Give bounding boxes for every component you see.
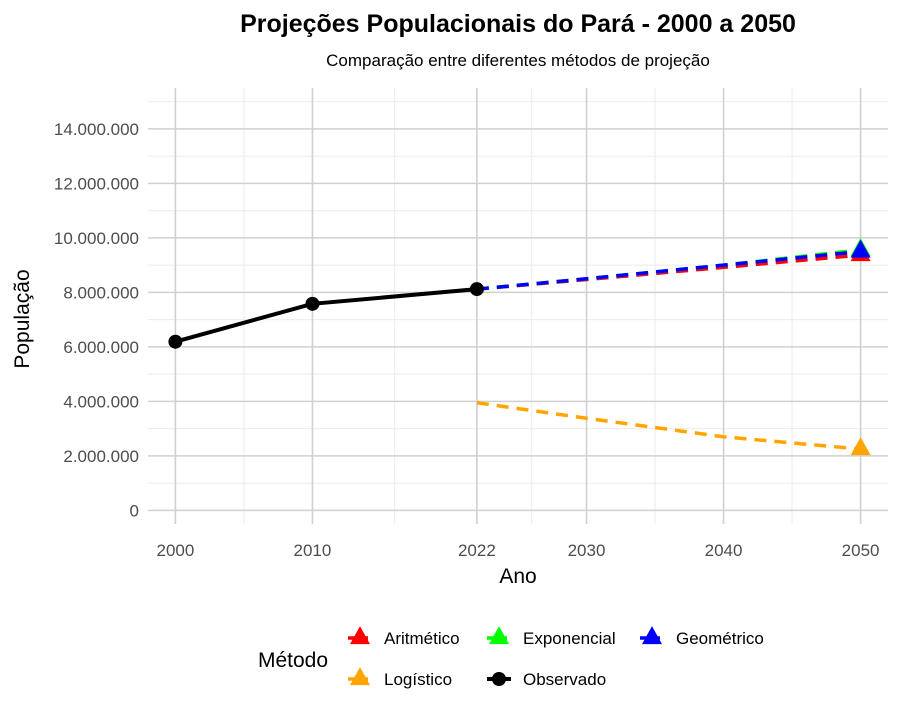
legend-key-marker bbox=[489, 626, 509, 645]
legend: Método Aritmético Exponencial Geométrico Lo… bbox=[258, 626, 764, 689]
x-tick-label: 2050 bbox=[842, 541, 880, 560]
legend-item-aritmético: Aritmético bbox=[348, 626, 460, 648]
legend-label: Exponencial bbox=[523, 629, 616, 648]
y-tick-label: 8.000.000 bbox=[63, 283, 139, 302]
x-tick-label: 2030 bbox=[568, 541, 606, 560]
chart-title: Projeções Populacionais do Pará - 2000 a… bbox=[240, 10, 796, 38]
y-axis-title: População bbox=[11, 269, 34, 368]
legend-item-geométrico: Geométrico bbox=[640, 626, 764, 648]
x-tick-label: 2022 bbox=[458, 541, 496, 560]
y-tick-label: 6.000.000 bbox=[63, 338, 139, 357]
x-tick-label: 2040 bbox=[705, 541, 743, 560]
y-tick-label: 10.000.000 bbox=[54, 229, 139, 248]
y-tick-label: 2.000.000 bbox=[63, 447, 139, 466]
x-tick-label: 2010 bbox=[294, 541, 332, 560]
marker-observado bbox=[469, 282, 484, 297]
legend-key-marker bbox=[350, 667, 370, 686]
legend-item-exponencial: Exponencial bbox=[487, 626, 616, 648]
y-axis-tick-labels: 0 2.000.000 4.000.000 6.000.000 8.000.000 10.… bbox=[54, 120, 139, 521]
chart-subtitle: Comparação entre diferentes métodos de p… bbox=[326, 51, 710, 70]
marker-geométrico bbox=[850, 239, 871, 258]
y-tick-label: 0 bbox=[130, 501, 139, 520]
legend-key-marker bbox=[642, 626, 662, 645]
series-line-geométrico bbox=[476, 249, 861, 291]
legend-label: Geométrico bbox=[676, 629, 764, 648]
legend-label: Logístico bbox=[384, 670, 452, 689]
legend-title: Método bbox=[258, 649, 328, 672]
grid-lines bbox=[148, 88, 888, 524]
x-axis-title: Ano bbox=[499, 565, 536, 588]
legend-label: Observado bbox=[523, 670, 606, 689]
y-tick-label: 14.000.000 bbox=[54, 120, 139, 139]
x-axis-tick-labels: 2000 2010 2022 2030 2040 2050 bbox=[156, 541, 879, 560]
series-line-logístico bbox=[476, 401, 861, 451]
series-markers bbox=[168, 237, 871, 456]
legend-item-observado: Observado bbox=[487, 670, 606, 689]
y-tick-label: 12.000.000 bbox=[54, 174, 139, 193]
x-tick-label: 2000 bbox=[156, 541, 194, 560]
legend-label: Aritmético bbox=[384, 629, 460, 648]
marker-logístico bbox=[850, 437, 871, 456]
legend-key-marker bbox=[492, 672, 506, 686]
legend-item-logístico: Logístico bbox=[348, 667, 452, 689]
series-lines bbox=[173, 248, 861, 451]
series-line-aritmético bbox=[476, 253, 861, 291]
y-tick-label: 4.000.000 bbox=[63, 392, 139, 411]
marker-observado bbox=[168, 334, 183, 349]
marker-observado bbox=[305, 296, 320, 311]
legend-key-marker bbox=[350, 626, 370, 645]
series-line-observado bbox=[173, 287, 479, 344]
